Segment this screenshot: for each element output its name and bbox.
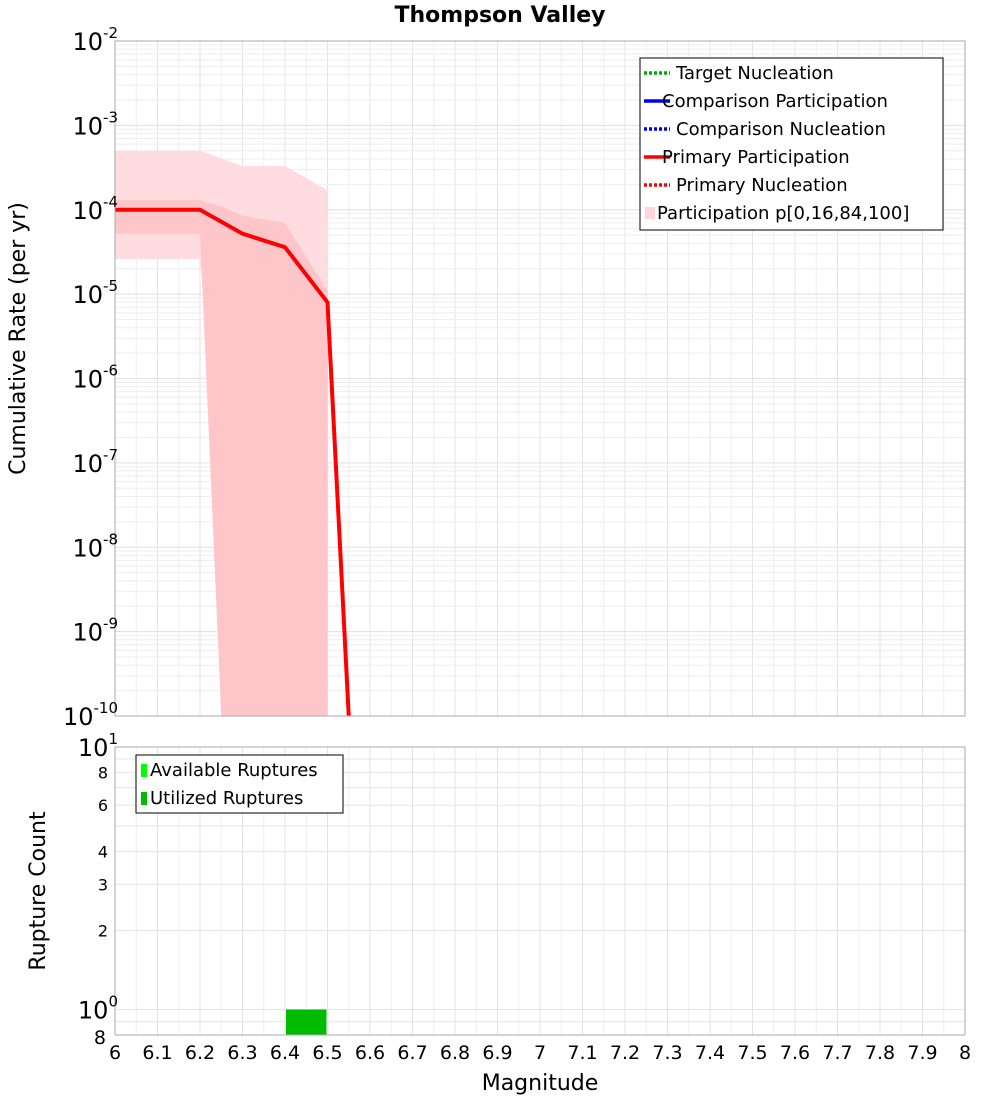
x-tick-label: 7.2 — [610, 1042, 640, 1064]
x-tick-label: 6.3 — [227, 1042, 257, 1064]
x-tick-label: 7 — [534, 1042, 546, 1064]
bottom-y-tick-label: 4 — [98, 842, 108, 861]
x-tick-label: 6.7 — [397, 1042, 427, 1064]
bottom-legend: Available Ruptures Utilized Ruptures — [135, 754, 344, 814]
bottom-y-axis-title: Rupture Count — [26, 811, 51, 971]
legend-label: Comparison Nucleation — [676, 119, 886, 140]
bottom-plot-border — [114, 746, 966, 1036]
top-y-tick-label: 10-3 — [72, 108, 118, 140]
x-axis-title: Magnitude — [482, 1071, 599, 1096]
x-tick-label: 6.4 — [270, 1042, 300, 1064]
legend-swatch — [141, 764, 147, 777]
chart-title: Thompson Valley — [395, 3, 606, 28]
x-tick-label: 6.5 — [312, 1042, 342, 1064]
top-legend-box — [639, 57, 944, 231]
primary-participation-line — [115, 207, 351, 717]
x-tick-label: 8 — [959, 1042, 971, 1064]
utilized-ruptures-bar — [286, 1009, 327, 1035]
x-tick-label: 7.3 — [652, 1042, 682, 1064]
x-tick-label: 7.1 — [567, 1042, 597, 1064]
legend-label: Primary Participation — [662, 147, 850, 168]
x-tick-label: 6.6 — [355, 1042, 385, 1064]
legend-label: Available Ruptures — [150, 760, 318, 781]
bottom-y-tick-label: 3 — [98, 875, 108, 894]
x-tick-label: 6.9 — [482, 1042, 512, 1064]
legend-label: Primary Nucleation — [676, 175, 848, 196]
x-tick-label: 6.8 — [440, 1042, 470, 1064]
x-tick-label: 7.6 — [780, 1042, 810, 1064]
x-tick-label: 7.7 — [822, 1042, 852, 1064]
top-y-tick-label: 10-6 — [72, 362, 118, 394]
bottom-y-tick-label: 8 — [94, 1027, 106, 1049]
x-tick-label: 7.8 — [865, 1042, 895, 1064]
bottom-y-tick-label: 101 — [78, 730, 118, 762]
participation-band-p16-p84 — [115, 200, 328, 716]
top-legend: Target Nucleation Comparison Participatio… — [639, 57, 944, 231]
legend-label: Comparison Participation — [662, 91, 888, 112]
x-tick-label: 6.1 — [142, 1042, 172, 1064]
top-y-tick-label: 10-9 — [72, 615, 118, 647]
legend-label: Target Nucleation — [675, 63, 834, 84]
x-tick-label: 7.9 — [907, 1042, 937, 1064]
x-tick-label: 7.4 — [695, 1042, 725, 1064]
top-y-tick-label: 10-10 — [63, 699, 118, 731]
legend-label: Utilized Ruptures — [150, 788, 303, 809]
bottom-legend-box — [135, 754, 344, 814]
top-y-tick-label: 10-7 — [72, 446, 118, 478]
legend-label: Participation p[0,16,84,100] — [657, 203, 909, 224]
legend-swatch — [141, 792, 147, 805]
top-y-axis-title: Cumulative Rate (per yr) — [6, 202, 31, 475]
top-plot-border — [114, 40, 966, 717]
bottom-y-tick-label: 6 — [98, 796, 108, 815]
bottom-y-tick-label: 8 — [98, 763, 108, 782]
x-tick-label: 7.5 — [737, 1042, 767, 1064]
bottom-y-tick-label: 100 — [78, 993, 118, 1025]
legend-swatch — [645, 207, 655, 219]
bottom-y-tick-label: 2 — [98, 922, 108, 941]
x-tick-label: 6 — [109, 1042, 121, 1064]
top-y-tick-label: 10-4 — [72, 193, 118, 225]
cumulative-rate-plot: Thompson Valley 10-2 10-3 10-4 10-5 10-6 10-7 1… — [6, 3, 966, 731]
top-y-tick-label: 10-5 — [72, 277, 118, 309]
top-y-tick-label: 10-2 — [72, 24, 118, 56]
top-y-tick-label: 10-8 — [72, 530, 118, 562]
x-tick-label: 6.2 — [185, 1042, 215, 1064]
